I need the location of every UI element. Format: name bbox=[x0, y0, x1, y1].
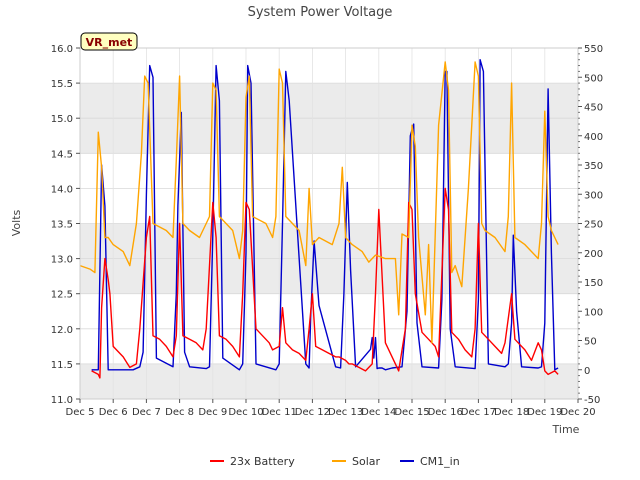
background-band bbox=[80, 363, 578, 399]
x-tick-label: Dec 18 bbox=[494, 407, 529, 418]
y-right-tick-label: 450 bbox=[584, 103, 603, 114]
right-axis: -50 0 50 100 150 200 250 300 350 400 450 500 550 bbox=[578, 44, 603, 406]
background-band bbox=[80, 118, 578, 154]
y-left-tick-label: 11.5 bbox=[51, 360, 73, 371]
y-right-tick-label: 300 bbox=[584, 190, 603, 201]
x-tick-label: Dec 5 bbox=[66, 407, 95, 418]
y-axis-label: Volts bbox=[10, 209, 23, 236]
series-line-cm1-in bbox=[91, 59, 559, 371]
y-left-tick-label: 14.5 bbox=[51, 149, 73, 160]
series-layer bbox=[79, 59, 559, 379]
background-band bbox=[80, 258, 578, 294]
x-tick-label: Dec 17 bbox=[461, 407, 496, 418]
x-tick-label: Dec 10 bbox=[228, 407, 263, 418]
y-left-tick-label: 15.0 bbox=[51, 114, 73, 125]
background-band bbox=[80, 83, 578, 119]
series-line-23x-battery bbox=[91, 187, 559, 379]
y-right-tick-label: 550 bbox=[584, 44, 603, 55]
x-tick-label: Dec 11 bbox=[262, 407, 297, 418]
x-tick-label: Dec 16 bbox=[428, 407, 463, 418]
y-left-tick-label: 16.0 bbox=[51, 44, 73, 55]
legend-label: Solar bbox=[352, 455, 381, 468]
x-tick-label: Dec 13 bbox=[328, 407, 363, 418]
x-tick-label: Dec 15 bbox=[394, 407, 429, 418]
y-right-tick-label: -50 bbox=[584, 395, 600, 406]
site-badge: VR_met bbox=[80, 32, 138, 51]
legend-label: 23x Battery bbox=[230, 455, 295, 468]
y-right-tick-label: 50 bbox=[584, 337, 597, 348]
chart-title: System Power Voltage bbox=[248, 5, 393, 20]
y-right-tick-label: 500 bbox=[584, 73, 603, 84]
x-tick-label: Dec 6 bbox=[99, 407, 128, 418]
y-right-tick-label: 350 bbox=[584, 161, 603, 172]
site-badge-box bbox=[80, 32, 138, 51]
x-tick-label: Dec 20 bbox=[560, 407, 595, 418]
y-left-tick-label: 14.0 bbox=[51, 184, 73, 195]
x-tick-label: Dec 7 bbox=[132, 407, 161, 418]
x-tick-label: Dec 14 bbox=[361, 407, 396, 418]
x-tick-label: Dec 12 bbox=[295, 407, 330, 418]
legend-label: CM1_in bbox=[420, 455, 460, 468]
y-left-tick-label: 12.5 bbox=[51, 290, 73, 301]
y-right-tick-label: 400 bbox=[584, 132, 603, 143]
y-left-tick-label: 15.5 bbox=[51, 79, 73, 90]
left-axis: 11.0 11.5 12.0 12.5 13.0 13.5 14.0 14.5 15.0 15.5… bbox=[51, 44, 80, 406]
x-tick-label: Dec 8 bbox=[165, 407, 194, 418]
site-badge-label: VR_met bbox=[86, 36, 133, 49]
background-bands bbox=[80, 83, 578, 399]
y-left-tick-label: 12.0 bbox=[51, 325, 73, 336]
x-tick-label: Dec 19 bbox=[527, 407, 562, 418]
y-left-tick-label: 13.5 bbox=[51, 220, 73, 231]
series-line-solar bbox=[79, 61, 559, 344]
y-right-tick-label: 0 bbox=[584, 366, 590, 377]
x-tick-label: Dec 9 bbox=[198, 407, 227, 418]
legend: 23x Battery Solar CM1_in bbox=[210, 455, 460, 468]
y-right-tick-label: 250 bbox=[584, 220, 603, 231]
y-left-tick-label: 11.0 bbox=[51, 395, 73, 406]
x-axis-label: Time bbox=[552, 423, 580, 436]
y-right-tick-label: 200 bbox=[584, 249, 603, 260]
y-left-tick-label: 13.0 bbox=[51, 255, 73, 266]
y-right-tick-label: 150 bbox=[584, 278, 603, 289]
y-right-tick-label: 100 bbox=[584, 307, 603, 318]
